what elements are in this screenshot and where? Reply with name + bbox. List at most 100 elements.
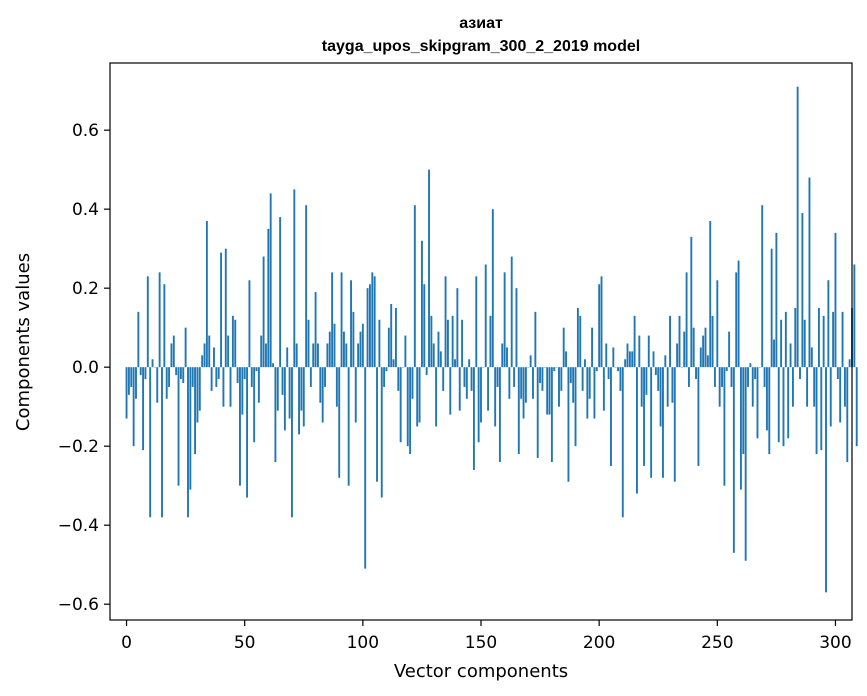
bar-171 (529, 355, 532, 368)
bar-35 (208, 335, 211, 368)
bar-104 (371, 272, 374, 368)
bar-305 (846, 367, 849, 462)
bar-37 (213, 347, 215, 368)
bar-228 (664, 355, 667, 368)
bar-180 (550, 367, 553, 462)
bar-36 (210, 367, 213, 391)
bar-124 (418, 367, 421, 423)
bar-279 (784, 311, 787, 368)
bar-61 (269, 193, 272, 368)
bar-64 (276, 367, 279, 411)
bar-58 (262, 256, 265, 368)
bar-255 (728, 331, 731, 368)
bar-286 (801, 213, 804, 368)
bar-28 (191, 367, 194, 387)
bar-303 (841, 311, 844, 368)
bar-162 (508, 367, 511, 399)
x-tick-label: 300 (819, 633, 851, 653)
bar-91 (340, 272, 343, 368)
bar-123 (416, 367, 419, 427)
bar-232 (673, 367, 676, 482)
bar-52 (248, 280, 251, 368)
bar-256 (730, 367, 733, 387)
bar-246 (706, 355, 709, 368)
bar-240 (692, 327, 695, 368)
bar-269 (761, 205, 764, 368)
bar-33 (203, 343, 206, 368)
bar-139 (454, 359, 456, 368)
bar-53 (250, 367, 253, 387)
bar-59 (265, 343, 267, 368)
bar-130 (432, 343, 435, 368)
bar-40 (220, 252, 223, 368)
y-axis-label: Components values (13, 253, 34, 431)
bar-60 (267, 228, 270, 368)
bar-152 (484, 264, 487, 368)
bar-249 (714, 367, 716, 387)
bar-9 (146, 276, 149, 368)
bar-283 (794, 307, 797, 368)
bar-301 (836, 367, 839, 380)
bar-17 (165, 367, 168, 399)
bar-203 (605, 343, 608, 368)
bar-258 (735, 272, 738, 368)
bar-102 (366, 288, 369, 368)
bar-222 (650, 367, 653, 478)
bar-27 (189, 367, 192, 490)
bar-168 (522, 367, 525, 419)
bar-247 (709, 221, 712, 368)
bar-41 (222, 367, 225, 407)
bar-78 (309, 367, 312, 387)
bar-68 (286, 347, 289, 368)
bar-293 (817, 307, 820, 368)
bar-210 (621, 367, 624, 518)
bar-38 (215, 367, 218, 387)
bar-306 (848, 359, 851, 368)
x-tick-label: 0 (121, 633, 132, 653)
bar-122 (413, 205, 416, 368)
bar-1 (127, 367, 130, 395)
y-axis-ticks: −0.6 −0.4 −0.2 0.0 0.2 0.4 0.6 (58, 121, 110, 615)
bar-26 (187, 367, 189, 518)
bar-84 (324, 367, 326, 387)
bar-245 (704, 327, 707, 368)
bar-181 (553, 367, 556, 372)
bar-261 (742, 367, 745, 455)
bar-284 (796, 86, 799, 368)
bar-138 (451, 315, 454, 368)
bar-216 (636, 367, 638, 494)
bar-79 (312, 343, 315, 368)
bar-294 (820, 367, 823, 451)
bar-141 (458, 367, 461, 411)
bar-289 (808, 177, 811, 368)
x-tick-label: 250 (701, 633, 733, 653)
bar-23 (179, 367, 182, 380)
bar-230 (669, 315, 671, 368)
bar-39 (217, 367, 220, 380)
bar-134 (442, 367, 445, 391)
bar-196 (588, 367, 591, 399)
bar-282 (791, 367, 794, 407)
bar-54 (253, 367, 256, 443)
bar-21 (175, 367, 178, 376)
bar-74 (300, 367, 303, 411)
bar-63 (274, 367, 277, 462)
y-tick-label: 0.6 (72, 121, 99, 141)
bar-89 (335, 367, 338, 407)
bar-118 (404, 335, 407, 368)
bar-115 (397, 367, 400, 391)
bar-43 (227, 335, 230, 368)
bar-259 (737, 260, 740, 368)
bar-42 (224, 248, 227, 368)
y-tick-label: −0.2 (58, 437, 99, 457)
y-tick-label: 0.0 (72, 358, 99, 378)
chart-subtitle: tayga_upos_skipgram_300_2_2019 model (322, 38, 640, 55)
bar-224 (654, 367, 657, 376)
bar-270 (763, 367, 766, 387)
bar-193 (581, 367, 584, 391)
bar-239 (690, 236, 693, 368)
bar-204 (607, 367, 610, 380)
bar-250 (716, 280, 719, 368)
bar-6 (139, 367, 142, 376)
bar-217 (638, 335, 641, 368)
